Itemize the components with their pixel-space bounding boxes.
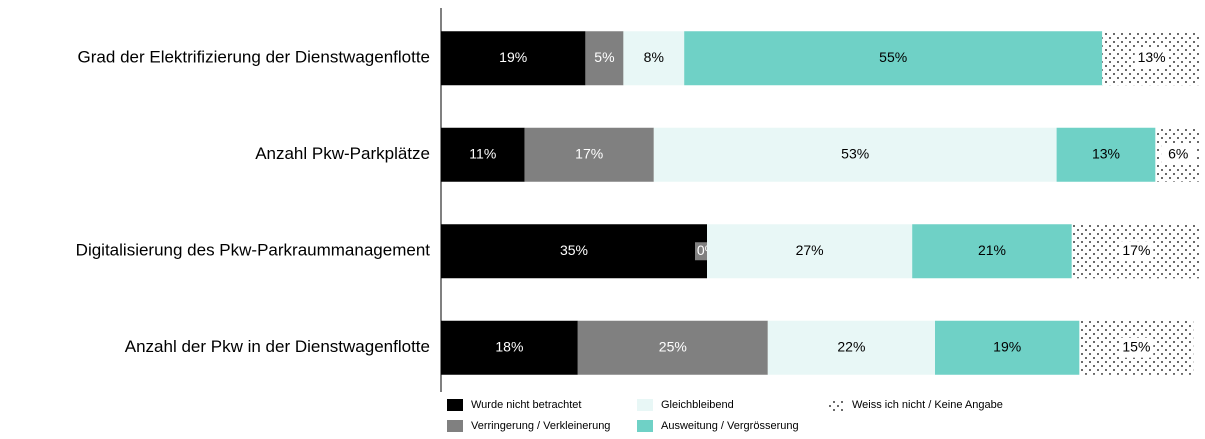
bar-segment [912,224,1072,279]
value-label: 25% [659,338,687,354]
category-label: Anzahl Pkw-Parkplätze [255,144,430,163]
label-background [1161,144,1196,165]
bar-segment [935,320,1080,375]
value-label: 21% [978,242,1006,258]
value-label: 17% [575,145,603,161]
label-background [1119,337,1154,358]
value-label: 35% [560,242,588,258]
category-label: Anzahl der Pkw in der Dienstwagenflotte [125,337,430,356]
category-label: Digitalisierung des Pkw-Parkraummanageme… [76,241,431,260]
label-background [1134,48,1169,69]
legend-swatch [828,399,844,411]
bar-segment [441,127,525,182]
category-label: Grad der Elektrifizierung der Dienstwage… [78,48,430,67]
bar-segment [524,127,654,182]
bar-segment [441,224,707,279]
legend-swatch [637,399,653,411]
bar-segment [441,320,578,375]
bar-segment [653,127,1057,182]
bar-segment [577,320,768,375]
bar-segment [684,31,1103,86]
value-label: 22% [837,338,865,354]
value-label: 11% [469,145,496,161]
value-label: 53% [841,145,869,161]
value-label: 8% [644,49,664,65]
value-label: 27% [796,242,824,258]
bar-segment [441,31,586,86]
value-label: 5% [594,49,614,65]
legend-swatch [447,399,463,411]
legend-label: Wurde nicht betrachtet [471,399,581,411]
legend-label: Weiss ich nicht / Keine Angabe [852,399,1003,411]
value-label: 18% [495,338,523,354]
value-label: 55% [879,49,907,65]
legend-swatch [447,420,463,432]
value-label: 13% [1138,49,1166,65]
bar-segment [623,31,685,86]
legend-label: Verringerung / Verkleinerung [471,420,610,432]
value-label: 13% [1092,145,1120,161]
value-label: 17% [1122,242,1150,258]
legend-swatch [637,420,653,432]
value-label: 15% [1122,338,1150,354]
bar-segment [585,31,624,86]
value-label: 6% [1168,145,1188,161]
bar-segment [707,224,913,279]
legend-label: Ausweitung / Vergrösserung [661,420,799,432]
value-label: 19% [993,338,1021,354]
bar-segment [767,320,935,375]
legend-label: Gleichbleibend [661,399,734,411]
label-background [1119,241,1154,262]
bar-segment [1056,127,1156,182]
value-label: 19% [499,49,527,65]
